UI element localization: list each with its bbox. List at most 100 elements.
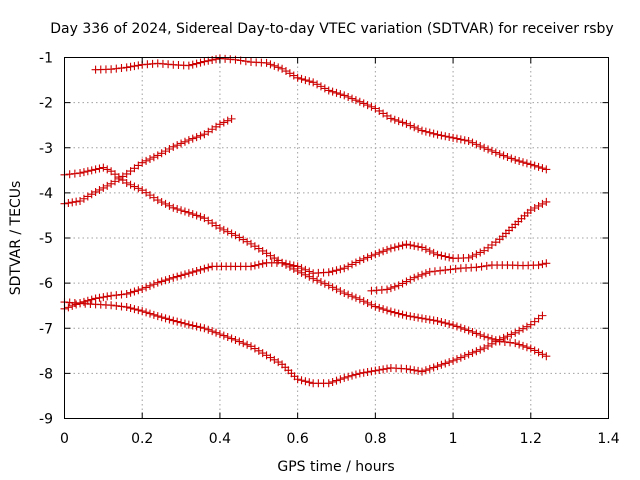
- marker: [122, 178, 131, 187]
- marker: [281, 259, 290, 268]
- marker: [394, 242, 403, 251]
- marker: [134, 61, 143, 70]
- marker: [180, 270, 189, 279]
- marker: [421, 127, 430, 136]
- marker: [417, 314, 426, 323]
- marker: [398, 310, 407, 319]
- marker: [336, 375, 345, 384]
- marker: [472, 329, 481, 338]
- marker: [87, 166, 96, 175]
- marker: [456, 323, 465, 332]
- marker: [414, 313, 423, 322]
- marker: [451, 264, 460, 273]
- marker: [511, 339, 520, 348]
- marker: [173, 317, 182, 326]
- marker: [313, 80, 322, 89]
- marker: [196, 212, 205, 221]
- marker: [456, 135, 465, 144]
- marker: [117, 290, 126, 299]
- marker: [441, 266, 450, 275]
- marker: [219, 331, 228, 340]
- marker: [410, 366, 419, 375]
- marker: [196, 265, 205, 274]
- marker: [484, 145, 493, 154]
- marker: [200, 324, 209, 333]
- marker: [406, 365, 415, 374]
- marker: [157, 277, 166, 286]
- marker: [371, 302, 380, 311]
- y-tick-label: -6: [39, 276, 53, 292]
- marker: [503, 153, 512, 162]
- marker: [157, 313, 166, 322]
- marker: [446, 265, 455, 274]
- marker: [530, 161, 539, 170]
- marker: [398, 279, 407, 288]
- marker: [184, 136, 193, 145]
- marker: [142, 156, 151, 165]
- marker: [285, 260, 294, 269]
- marker: [406, 275, 415, 284]
- marker: [79, 297, 88, 306]
- marker: [305, 77, 314, 86]
- marker: [192, 59, 201, 68]
- marker: [515, 340, 524, 349]
- marker: [367, 367, 376, 376]
- marker: [511, 328, 520, 337]
- marker: [126, 180, 135, 189]
- marker: [476, 330, 485, 339]
- marker: [293, 73, 302, 82]
- marker: [398, 118, 407, 127]
- marker: [417, 367, 426, 376]
- marker: [460, 325, 469, 334]
- marker: [231, 335, 240, 344]
- marker: [87, 295, 96, 304]
- marker: [316, 82, 325, 91]
- marker: [477, 262, 486, 271]
- x-tick-label: 0.2: [131, 431, 153, 447]
- marker: [464, 326, 473, 335]
- marker: [421, 269, 430, 278]
- marker: [130, 182, 139, 191]
- marker: [363, 101, 372, 110]
- series-track-5: [60, 298, 547, 388]
- marker: [414, 124, 423, 133]
- marker: [332, 285, 341, 294]
- marker: [103, 165, 112, 174]
- marker: [476, 248, 485, 257]
- marker: [91, 187, 100, 196]
- marker: [441, 359, 450, 368]
- marker: [173, 205, 182, 214]
- marker: [107, 65, 116, 74]
- marker: [534, 201, 543, 210]
- marker: [359, 254, 368, 263]
- marker: [538, 260, 547, 269]
- marker: [383, 364, 392, 373]
- marker: [351, 293, 360, 302]
- marker: [538, 199, 547, 208]
- marker: [421, 245, 430, 254]
- marker: [402, 364, 411, 373]
- marker: [433, 317, 442, 326]
- y-tick-label: -3: [39, 141, 53, 157]
- marker: [180, 319, 189, 328]
- marker: [348, 292, 357, 301]
- marker: [538, 350, 547, 359]
- marker: [476, 345, 485, 354]
- marker: [390, 308, 399, 317]
- marker: [324, 281, 333, 290]
- marker: [134, 306, 143, 315]
- marker: [452, 355, 461, 364]
- marker: [468, 327, 477, 336]
- marker: [371, 366, 380, 375]
- marker: [495, 335, 504, 344]
- marker: [359, 297, 368, 306]
- marker: [507, 330, 516, 339]
- marker: [425, 128, 434, 137]
- marker: [425, 267, 434, 276]
- marker: [247, 262, 256, 271]
- marker: [95, 185, 104, 194]
- marker: [134, 286, 143, 295]
- marker: [402, 119, 411, 128]
- marker: [394, 117, 403, 126]
